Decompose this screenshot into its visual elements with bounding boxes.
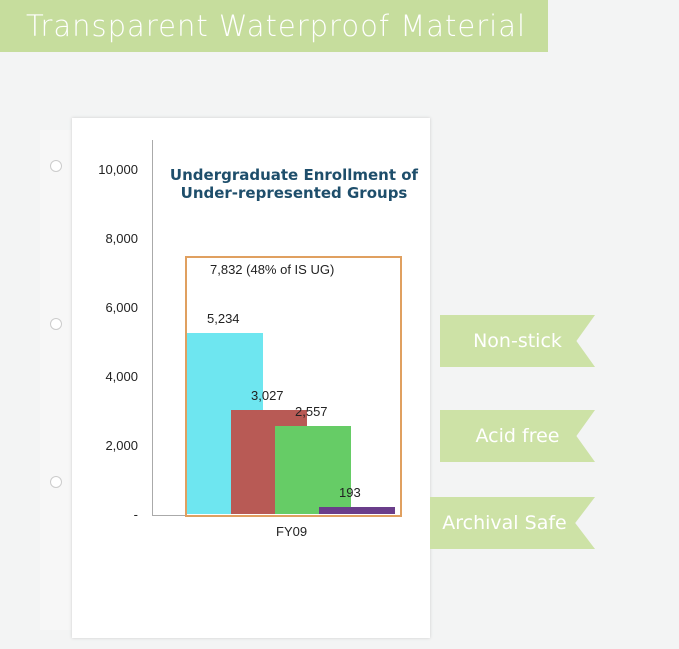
annotation-label: 7,832 (48% of IS UG) (210, 262, 335, 277)
y-tick-label: 8,000 (105, 231, 138, 246)
data-label: 5,234 (207, 311, 240, 327)
y-tick-label: 4,000 (105, 369, 138, 384)
annotation-box (185, 256, 402, 517)
y-tick-label: 6,000 (105, 300, 138, 315)
feature-ribbon-non-stick: Non-stick (440, 315, 595, 367)
y-axis (152, 140, 153, 516)
chart-title: Undergraduate Enrollment of Under-repres… (169, 166, 419, 202)
y-tick-label: - (133, 507, 138, 522)
feature-ribbon-archival-safe: Archival Safe (430, 497, 595, 549)
y-tick-label: 10,000 (98, 162, 138, 177)
sheet-binding-strip (40, 130, 73, 630)
y-tick-label: 2,000 (105, 438, 138, 453)
data-label: 193 (339, 485, 361, 501)
x-tick-label: FY09 (276, 524, 308, 539)
data-label: 2,557 (295, 403, 328, 419)
feature-ribbon-acid-free: Acid free (440, 410, 595, 462)
punch-hole (50, 160, 62, 172)
data-label: 3,027 (251, 387, 284, 403)
bar (275, 425, 351, 514)
banner-title: Transparent Waterproof Material (0, 0, 548, 52)
bar (319, 507, 395, 514)
punch-hole (50, 476, 62, 488)
punch-hole (50, 318, 62, 330)
